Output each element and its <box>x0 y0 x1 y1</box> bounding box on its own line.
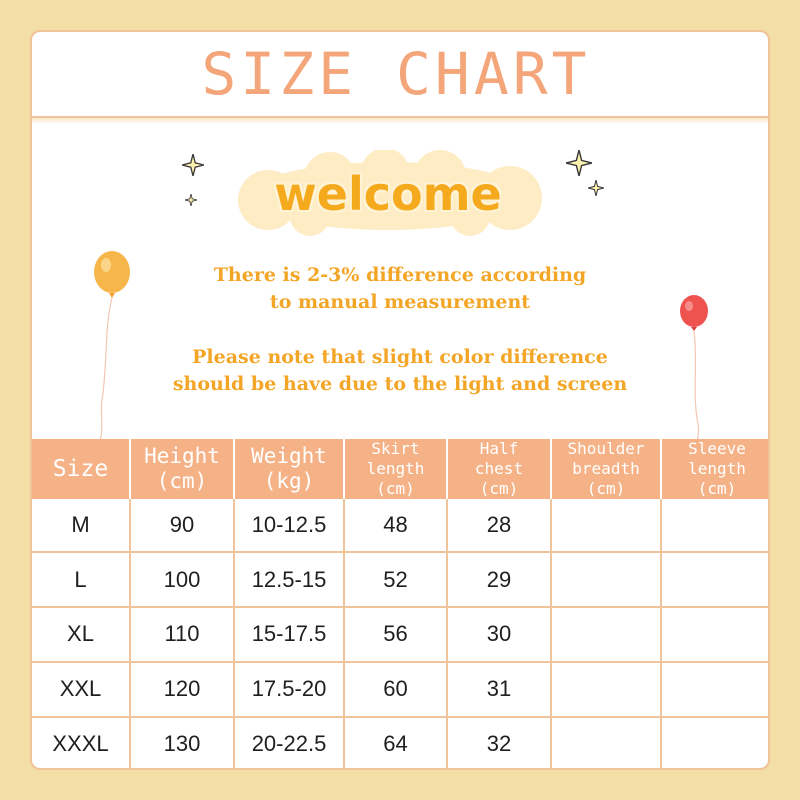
note-line: should be have due to the light and scre… <box>172 373 628 395</box>
header-unit: (cm) <box>697 479 737 498</box>
shoulder-breadth-cell <box>551 499 662 554</box>
half-chest-cell: 32 <box>447 716 552 768</box>
header-text: Weight <box>251 444 327 468</box>
height-cell: 100 <box>130 552 235 608</box>
header-text: Sleeve <box>688 439 746 458</box>
weight-cell: 20-22.5 <box>234 716 345 768</box>
half-chest-cell: 30 <box>447 607 552 663</box>
half-chest-cell: 29 <box>447 552 552 608</box>
header-text: length <box>688 459 746 478</box>
note-line: to manual measurement <box>269 291 531 313</box>
sparkle-star-icon <box>185 194 197 206</box>
shoulder-breadth-cell <box>551 661 662 718</box>
column-header-half-chest: Half chest (cm) <box>447 439 552 499</box>
height-cell: 110 <box>130 607 235 663</box>
title-band: SIZE CHART <box>32 32 768 118</box>
table-header-row: Size Height (cm) Weight (kg) Skirt lengt… <box>32 439 768 499</box>
height-cell: 130 <box>130 716 235 768</box>
skirt-length-cell: 64 <box>344 716 448 768</box>
note-line: Please note that slight color difference <box>192 346 608 368</box>
header-text: length <box>366 459 425 478</box>
table-row: XL 110 15-17.5 56 30 <box>32 607 768 663</box>
header-unit: (kg) <box>263 469 315 493</box>
sleeve-length-cell <box>661 717 768 768</box>
header-text: Half <box>479 439 519 458</box>
cloud-shape <box>238 150 542 236</box>
weight-cell: 17.5-20 <box>234 661 345 718</box>
sleeve-length-cell <box>661 607 768 663</box>
half-chest-cell: 31 <box>447 661 552 718</box>
height-cell: 90 <box>130 499 235 554</box>
skirt-length-cell: 60 <box>344 661 448 718</box>
height-cell: 120 <box>130 661 235 718</box>
header-text: Skirt <box>371 439 420 458</box>
size-cell: XXXL <box>32 716 131 768</box>
title-divider <box>32 118 768 124</box>
size-cell: L <box>32 552 131 608</box>
header-unit: (cm) <box>376 479 415 498</box>
column-header-sleeve-length: Sleeve length (cm) <box>661 439 768 499</box>
sleeve-length-cell <box>661 661 768 718</box>
header-unit: (cm) <box>586 479 626 498</box>
header-text: breadth <box>572 459 640 478</box>
shoulder-breadth-cell <box>551 716 662 768</box>
table-row: M 90 10-12.5 48 28 <box>32 499 768 554</box>
header-text: Shoulder <box>567 439 645 458</box>
size-cell: XXL <box>32 661 131 718</box>
weight-cell: 10-12.5 <box>234 499 345 554</box>
sparkle-star-icon <box>588 180 604 196</box>
sleeve-length-cell <box>661 552 768 608</box>
shoulder-breadth-cell <box>551 552 662 608</box>
weight-cell: 12.5-15 <box>234 552 345 608</box>
skirt-length-cell: 48 <box>344 499 448 554</box>
shoulder-breadth-cell <box>551 607 662 663</box>
column-header-skirt-length: Skirt length (cm) <box>344 439 448 499</box>
table-row: XXL 120 17.5-20 60 31 <box>32 661 768 718</box>
sleeve-length-cell <box>661 499 768 554</box>
note-line: There is 2-3% difference according <box>213 264 587 286</box>
header-unit: (cm) <box>156 469 208 493</box>
header-unit: (cm) <box>479 479 519 498</box>
column-header-height: Height (cm) <box>130 439 235 499</box>
size-cell: M <box>32 499 131 554</box>
size-chart-card: SIZE CHART welcome <box>30 30 770 770</box>
header-text: Size <box>52 456 109 482</box>
skirt-length-cell: 52 <box>344 552 448 608</box>
skirt-length-cell: 56 <box>344 607 448 663</box>
column-header-size: Size <box>32 439 131 499</box>
header-text: chest <box>474 459 524 478</box>
column-header-shoulder-breadth: Shoulder breadth (cm) <box>551 439 662 499</box>
table-row: L 100 12.5-15 52 29 <box>32 552 768 608</box>
page-title: SIZE CHART <box>201 40 591 108</box>
color-note: Please note that slight color difference… <box>32 344 768 398</box>
red-balloon-icon <box>680 295 708 444</box>
column-header-weight: Weight (kg) <box>234 439 345 499</box>
orange-balloon-icon <box>94 251 130 440</box>
measurement-note: There is 2-3% difference according to ma… <box>32 262 768 316</box>
table-row: XXXL 130 20-22.5 64 32 <box>32 716 768 768</box>
welcome-banner: welcome <box>274 167 502 221</box>
sparkle-star-icon <box>566 150 592 176</box>
half-chest-cell: 28 <box>447 499 552 554</box>
size-cell: XL <box>32 607 131 663</box>
header-text: Height <box>144 444 220 468</box>
sparkle-star-icon <box>182 154 204 176</box>
size-table: Size Height (cm) Weight (kg) Skirt lengt… <box>32 439 768 768</box>
weight-cell: 15-17.5 <box>234 607 345 663</box>
